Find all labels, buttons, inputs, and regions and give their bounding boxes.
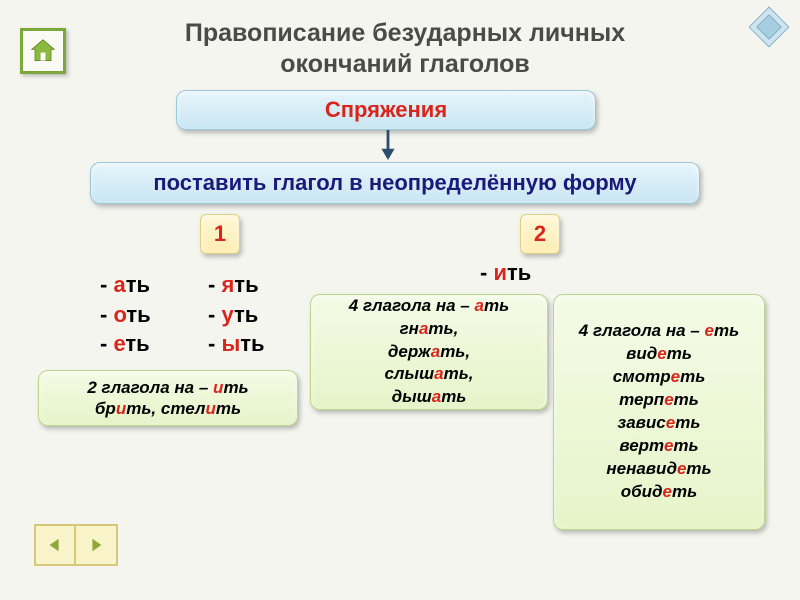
conjugations-box: Спряжения: [176, 90, 596, 130]
group1-endings-right: - ять - уть - ыть: [208, 270, 265, 359]
instruction-box: поставить глагол в неопределённую форму: [90, 162, 700, 204]
ending-item: - еть: [100, 329, 151, 359]
number-1-label: 1: [214, 221, 226, 247]
home-button[interactable]: [20, 28, 66, 74]
conjugations-label: Спряжения: [325, 97, 447, 123]
ending-item: - уть: [208, 300, 265, 330]
exception-3-content: 4 глагола на – еть видеть смотреть терпе…: [579, 320, 739, 504]
ending-item: - ять: [208, 270, 265, 300]
ending-item: - оть: [100, 300, 151, 330]
triangle-left-icon: [46, 536, 64, 554]
page-title: Правописание безударных личных окончаний…: [80, 18, 730, 81]
triangle-right-icon: [87, 536, 105, 554]
ending-item: - ать: [100, 270, 151, 300]
group-2-number: 2: [520, 214, 560, 254]
arrow-down-icon: [378, 130, 398, 162]
title-line-2: окончаний глаголов: [280, 50, 530, 78]
home-icon: [23, 31, 63, 71]
exception-box-3: 4 глагола на – еть видеть смотреть терпе…: [553, 294, 765, 530]
corner-decoration: [746, 4, 792, 50]
nav-next-button[interactable]: [76, 524, 118, 566]
group-1-number: 1: [200, 214, 240, 254]
nav-arrows: [34, 524, 118, 566]
ending-item: - ыть: [208, 329, 265, 359]
title-line-1: Правописание безударных личных: [185, 19, 625, 47]
exception-box-1: 2 глагола на – ить брить, стелить: [38, 370, 298, 426]
group1-endings-left: - ать - оть - еть: [100, 270, 151, 359]
number-2-label: 2: [534, 221, 546, 247]
exception-2-content: 4 глагола на – ать гнать, держать, слыша…: [349, 295, 509, 410]
nav-prev-button[interactable]: [34, 524, 76, 566]
exception-box-2: 4 глагола на – ать гнать, держать, слыша…: [310, 294, 548, 410]
group2-ending: - ить: [480, 260, 531, 286]
instruction-text: поставить глагол в неопределённую форму: [153, 170, 636, 196]
exception-1-content: 2 глагола на – ить брить, стелить: [87, 377, 248, 420]
